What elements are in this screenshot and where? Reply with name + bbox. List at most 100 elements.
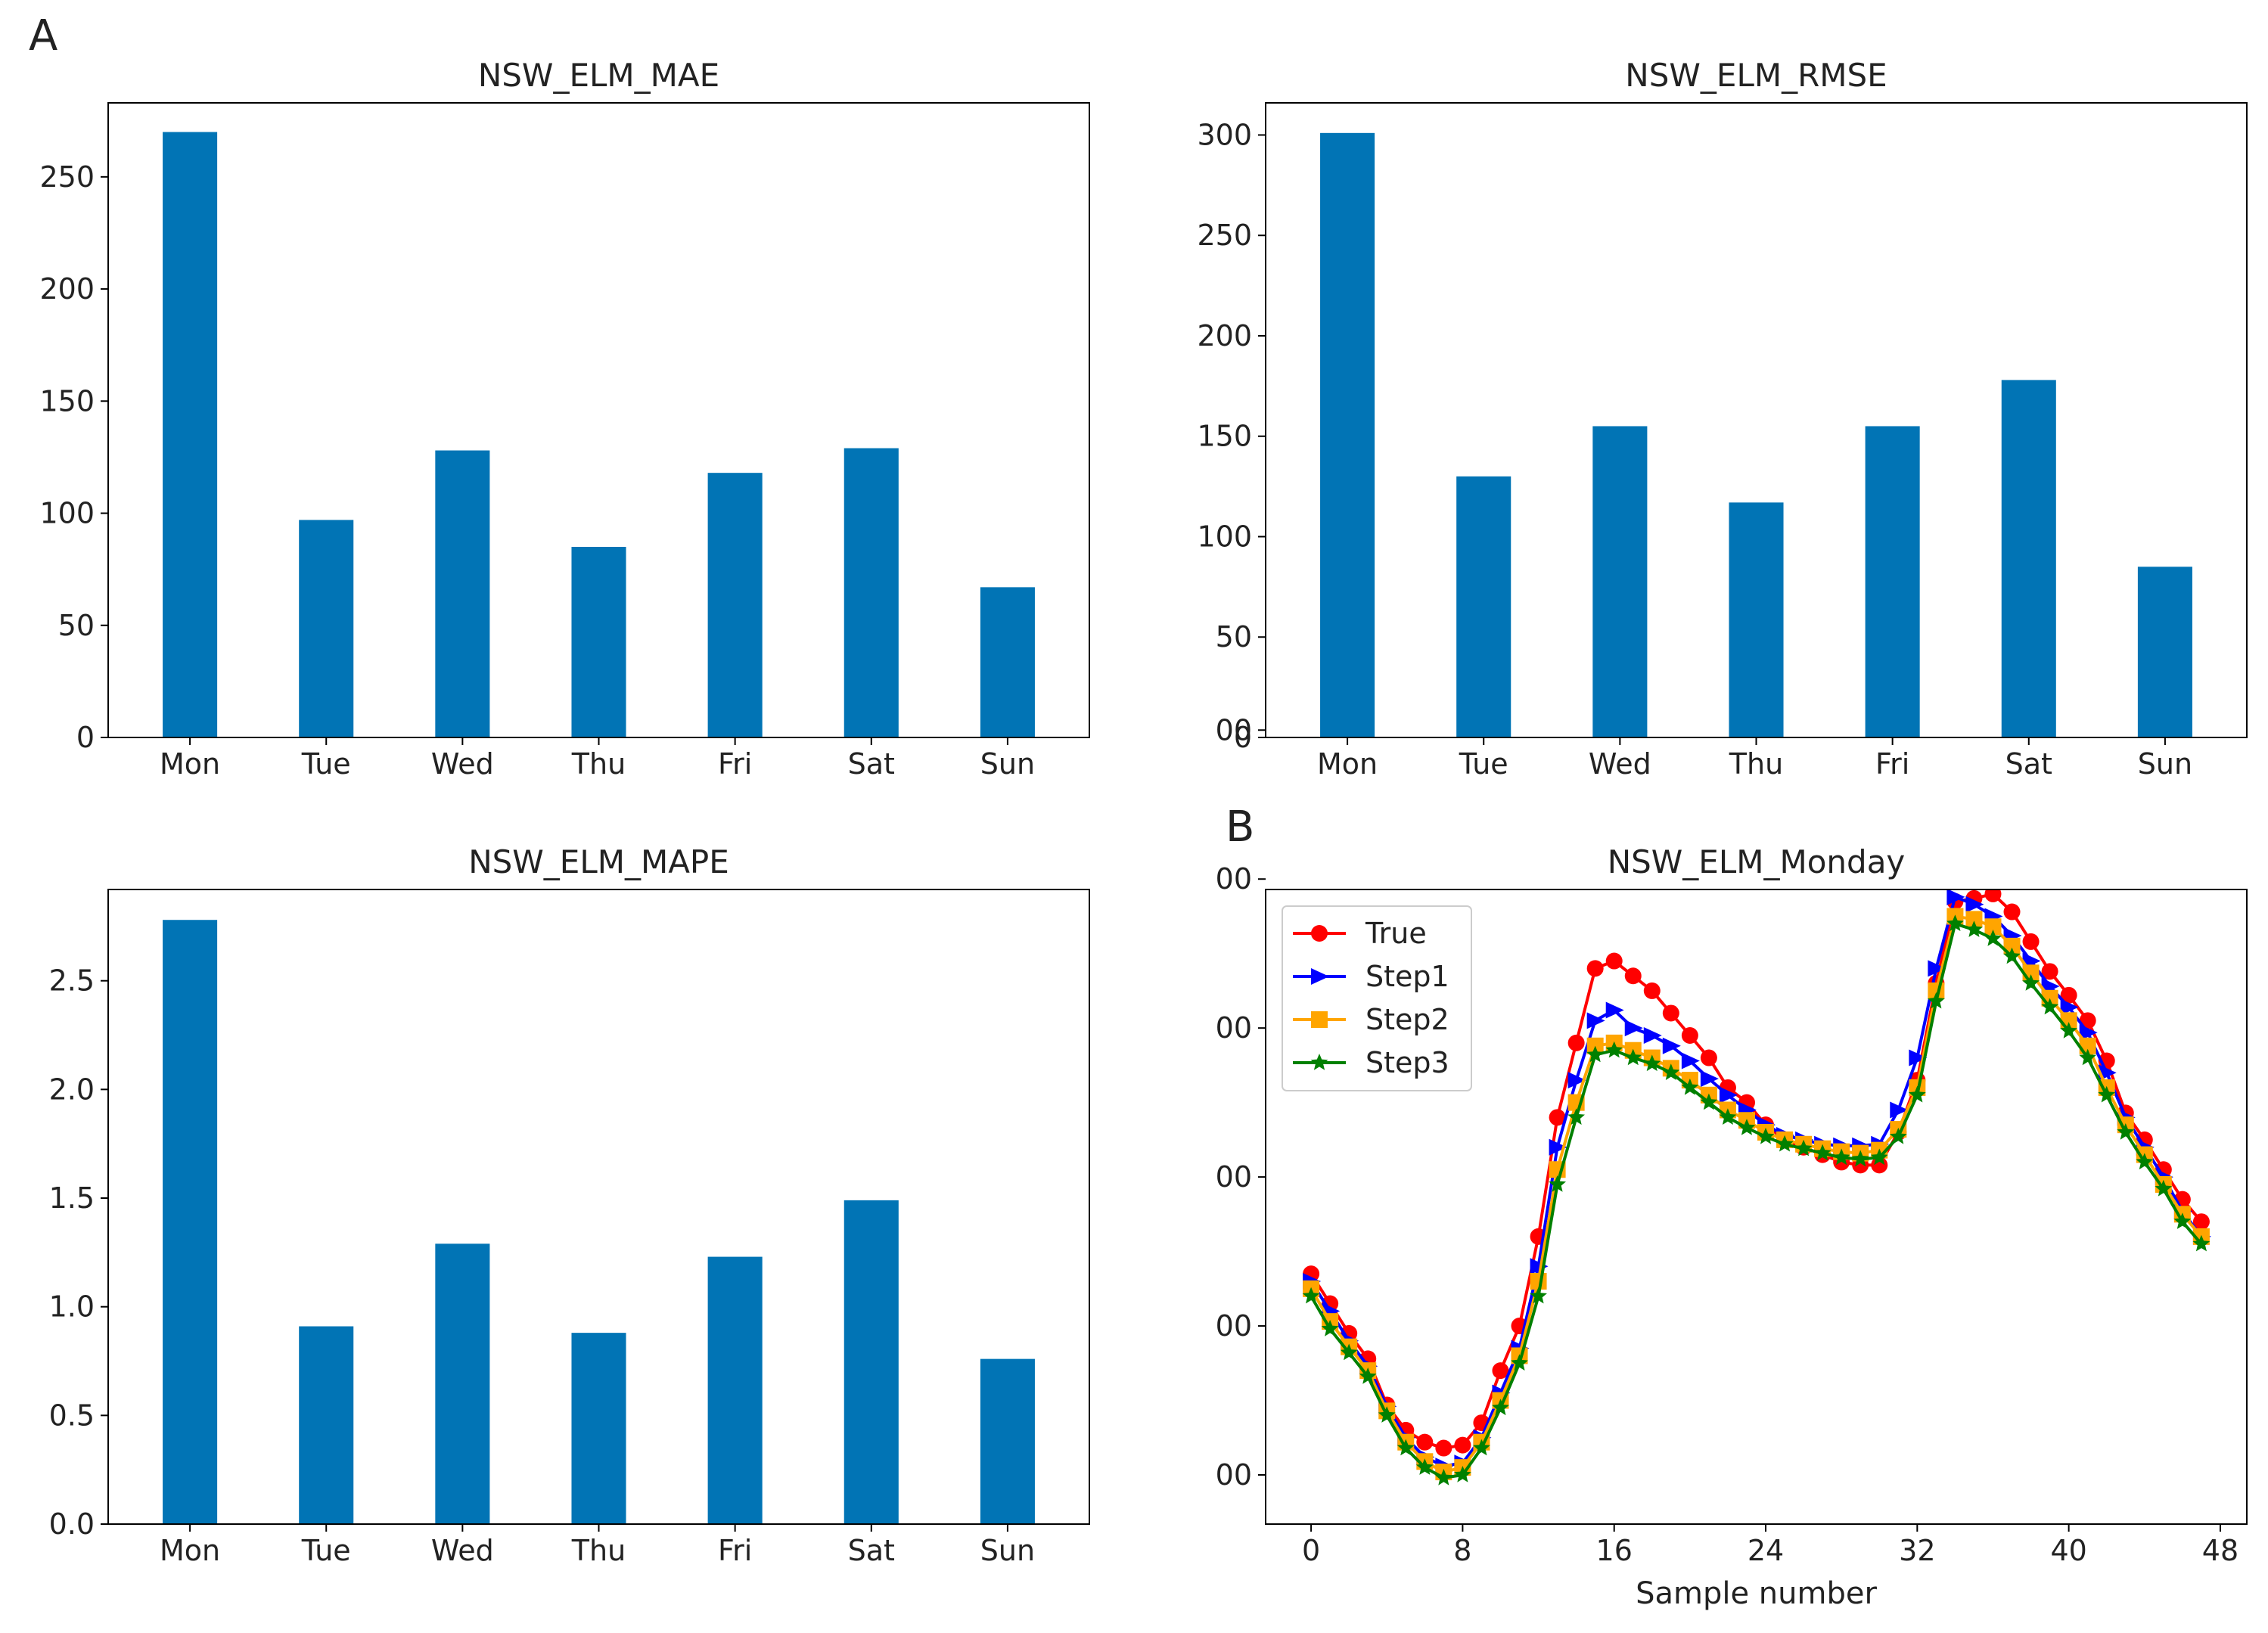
bar-Thu — [1729, 502, 1784, 737]
x-tick-label: 0 — [1302, 1534, 1320, 1567]
bar-Mon — [163, 132, 218, 737]
point-True — [1567, 1034, 1585, 1051]
x-tick-label: Sat — [2005, 747, 2052, 781]
point-True — [2060, 986, 2077, 1004]
point-True — [1700, 1049, 1717, 1066]
chart-title: NSW_ELM_MAE — [478, 57, 719, 94]
x-tick-label: Sun — [980, 747, 1035, 781]
point-Step1 — [1624, 1020, 1643, 1037]
point-Step2 — [1965, 911, 1983, 928]
point-Step1 — [1909, 1049, 1928, 1066]
x-tick-label: 8 — [1453, 1534, 1471, 1567]
bar-Thu — [571, 547, 626, 737]
point-Step1 — [1700, 1070, 1719, 1088]
point-Step1 — [1890, 1101, 1909, 1119]
bar-Fri — [1865, 426, 1920, 737]
point-Step3 — [1776, 1135, 1794, 1152]
legend-marker-True — [1311, 925, 1328, 942]
y-tick-label: 2.0 — [49, 1073, 95, 1106]
legend-label-True: True — [1365, 917, 1427, 950]
x-tick-label: Wed — [431, 747, 494, 781]
y-tick-label: 0 — [1234, 721, 1252, 754]
y-tick-label: 00 — [1216, 713, 1252, 747]
point-Step1 — [1965, 896, 1984, 913]
point-Step3 — [2173, 1212, 2192, 1229]
point-Step3 — [1511, 1354, 1528, 1371]
point-Step2 — [1530, 1272, 1547, 1290]
panel-label-b: B — [1226, 803, 1254, 852]
point-Step3 — [1321, 1320, 1339, 1337]
x-tick-label: Mon — [160, 1534, 220, 1567]
point-Step3 — [1813, 1144, 1831, 1161]
bar-Sun — [980, 587, 1035, 737]
point-Step3 — [1794, 1139, 1813, 1156]
bar-Sat — [844, 448, 899, 737]
point-Step3 — [1586, 1045, 1605, 1063]
point-True — [2041, 963, 2058, 980]
point-Step3 — [1851, 1150, 1869, 1167]
legend-marker-Step3 — [1310, 1054, 1328, 1070]
point-Step3 — [1908, 1085, 1926, 1103]
point-Step1 — [1719, 1086, 1738, 1104]
y-tick-label: 250 — [1197, 219, 1252, 252]
x-tick-label: Sun — [980, 1534, 1035, 1567]
y-tick-label: 1.5 — [49, 1181, 95, 1215]
point-Step3 — [2041, 998, 2058, 1015]
chart-title: NSW_ELM_RMSE — [1625, 57, 1887, 94]
point-Step3 — [1359, 1368, 1377, 1384]
point-Step3 — [2192, 1234, 2211, 1252]
x-tick-label: Sat — [848, 747, 895, 781]
bar-Tue — [1456, 476, 1511, 737]
bar-Sat — [2001, 380, 2056, 737]
y-tick-label: 00 — [1216, 1160, 1252, 1194]
axes-frame — [107, 889, 1090, 1525]
y-tick-label: 00 — [1216, 1458, 1252, 1492]
point-True — [1549, 1109, 1566, 1126]
point-Step3 — [2098, 1085, 2116, 1103]
point-Step3 — [1700, 1093, 1718, 1110]
y-tick-label: 200 — [39, 272, 95, 306]
x-tick-label: 40 — [2050, 1534, 2086, 1567]
bar-Mon — [1320, 132, 1375, 738]
y-tick-label: 100 — [1197, 520, 1252, 553]
point-Step1 — [2079, 1024, 2098, 1042]
bar-Sun — [980, 1358, 1035, 1524]
point-Step1 — [1567, 1072, 1586, 1089]
point-Step3 — [1605, 1041, 1623, 1058]
bar-chart-2: NSW_ELM_MAPE 0.0 0.5 1.0 1.5 2.0 2.5 Mon Tue Wed T… — [49, 843, 1090, 1567]
point-Step3 — [2060, 1022, 2077, 1038]
x-tick-label: Sat — [848, 1534, 895, 1567]
y-tick-label: 50 — [1216, 620, 1252, 654]
x-tick-label: Wed — [1589, 747, 1651, 781]
y-tick-label: 0.0 — [49, 1507, 95, 1541]
point-True — [2192, 1213, 2210, 1231]
point-Step3 — [2117, 1123, 2135, 1140]
x-tick-label: Tue — [1459, 747, 1508, 781]
x-tick-label: Fri — [1875, 747, 1909, 781]
plot-area — [1302, 889, 2211, 1486]
point-Step1 — [1681, 1052, 1700, 1070]
point-Step3 — [1549, 1175, 1566, 1192]
point-Step3 — [1889, 1127, 1907, 1144]
bar-Tue — [299, 1326, 354, 1524]
point-Step2 — [2003, 937, 2021, 955]
y-tick-label: 2.5 — [49, 964, 95, 998]
point-True — [2003, 903, 2021, 921]
x-tick-label: Thu — [571, 1534, 626, 1567]
y-tick-label: 00 — [1216, 862, 1252, 896]
point-Step3 — [1681, 1078, 1699, 1095]
legend-marker-Step2 — [1311, 1011, 1328, 1028]
point-Step1 — [1586, 1012, 1605, 1029]
bar-chart-0: NSW_ELM_MAE 0 50 100 150 200 250 Mon Tue Wed Thu Fr… — [39, 57, 1090, 781]
bar-Wed — [1592, 426, 1648, 737]
point-Step3 — [1415, 1458, 1434, 1475]
legend-box — [1282, 905, 1472, 1091]
point-True — [1681, 1027, 1698, 1045]
bar-Sun — [2137, 567, 2192, 737]
point-True — [1586, 960, 1604, 977]
point-Step3 — [1397, 1439, 1415, 1456]
point-Step1 — [1549, 1138, 1567, 1156]
x-tick-label: Mon — [1317, 747, 1378, 781]
